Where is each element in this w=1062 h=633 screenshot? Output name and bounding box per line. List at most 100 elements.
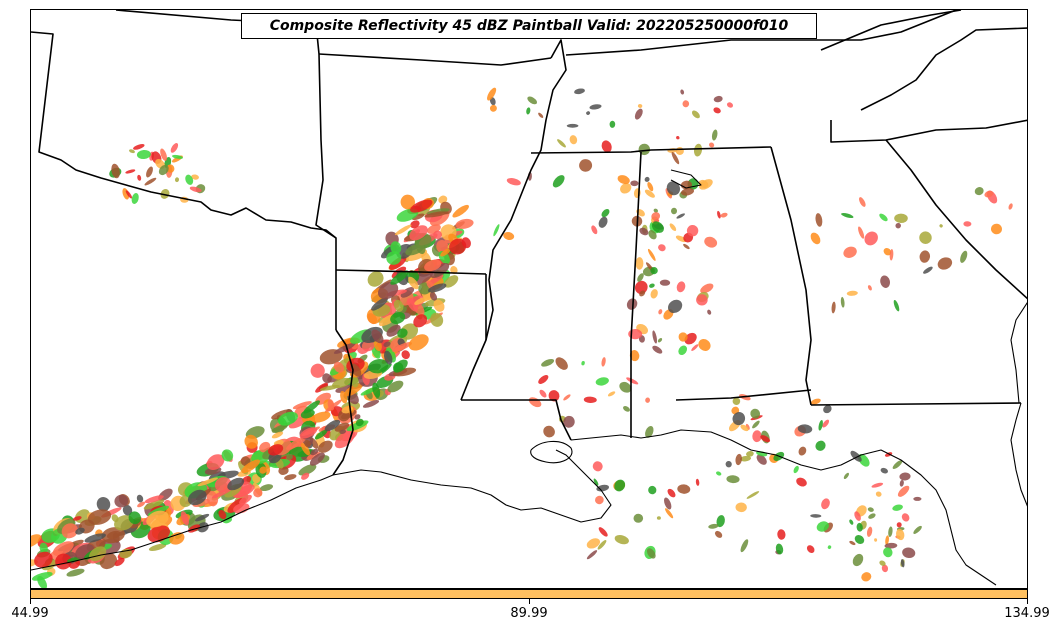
paintball-blob [696,294,708,306]
paintball-blob [849,540,856,546]
paintball-blob [652,330,658,344]
paintball-blob [657,338,663,343]
paintball-blob [61,523,78,539]
paintball-blob [716,515,725,528]
paintball-blob [390,270,409,285]
paintball-blob [895,222,901,229]
paintball-blob [593,478,599,486]
paintball-blob [368,359,389,374]
paintball-blob [239,494,252,505]
paintball-blob [684,332,697,345]
paintball-blob [846,290,858,296]
paintball-blob [639,290,646,297]
paintball-blob [630,180,639,187]
paintball-blob [137,501,146,508]
paintball-blob [601,209,610,218]
paintball-blob [648,230,657,240]
paintball-blob [171,154,184,159]
paintball-blob [371,329,384,344]
paintball-blob [633,513,644,523]
paintball-blob [647,248,656,261]
paintball-blob [709,142,715,148]
paintball-blob [37,575,48,588]
paintball-blob [315,382,328,393]
paintball-blob [880,467,888,474]
paintball-blob [676,281,686,293]
paintball-blob [298,464,317,476]
paintball-blob [686,224,699,237]
paintball-blob [333,342,356,354]
paintball-blob [892,460,903,469]
paintball-blob [617,175,630,185]
paintball-blob [430,262,450,279]
paintball-blob [598,527,608,537]
colorbar-tick [30,599,31,604]
paintball-blob [538,375,549,384]
paintball-blob [680,188,695,196]
paintball-blob [897,485,910,497]
paintball-blob [619,381,632,393]
paintball-blob [271,409,292,420]
paintball-blob [489,97,496,106]
paintball-blob [614,479,626,492]
paintball-blob [856,522,863,532]
paintball-blob [563,394,571,401]
paintball-blob [883,547,893,558]
paintball-blob [885,535,889,546]
paintball-blob [875,491,882,497]
paintball-blob [919,231,932,244]
paintball-blob [586,550,598,560]
paintball-blob [55,553,72,570]
paintball-blob [614,535,629,545]
paintball-blob [195,513,210,522]
paintball-blob [678,332,688,342]
paintball-blob [854,511,861,521]
paintball-blob [858,226,865,239]
paintball-blob [52,541,74,556]
paintball-blob [777,529,786,540]
paintball-blob [626,377,639,385]
paintball-blob [528,397,542,408]
paintball-blob [810,398,821,405]
paintball-blob [75,527,85,535]
paintball-blob [680,89,685,95]
paintball-blob [72,516,82,521]
paintball-blob [300,442,310,456]
paintball-blob [461,237,471,249]
paintball-blob [867,507,874,512]
paintball-blob [676,213,685,219]
paintball-blob [902,547,916,559]
paintball-blob [775,543,784,555]
paintball-blob [146,166,153,178]
paintball-blob [653,208,658,213]
paintball-blob [726,102,734,108]
paintball-blob [601,357,606,367]
paintball-blob [714,530,723,538]
paintball-blob [406,297,419,312]
map-canvas [31,10,1027,588]
paintball-blob [698,339,711,351]
paintball-blob [620,183,632,194]
paintball-blob [343,383,363,397]
paintball-blob [84,533,106,543]
paintball-blob [607,391,616,397]
paintball-blob [874,538,878,542]
paintball-blob [555,357,568,370]
paintball-blob [583,396,597,404]
colorbar-tick-label-max: 134.99 [1004,606,1050,621]
paintball-blob [187,489,207,506]
paintball-blob [626,298,638,310]
paintball-blob [752,420,760,429]
paintball-blob [354,414,361,420]
paintball-blob [889,249,894,261]
paintball-blob [810,514,822,518]
paintball-blob [659,279,671,286]
paintball-blob [340,390,348,404]
paintball-blob [427,283,447,293]
paintball-blob [133,144,145,150]
paintball-blob [566,123,579,128]
paintball-blob [268,444,284,456]
colorbar [30,589,1028,599]
paintball-blob [67,557,81,563]
coastline [31,169,1027,586]
